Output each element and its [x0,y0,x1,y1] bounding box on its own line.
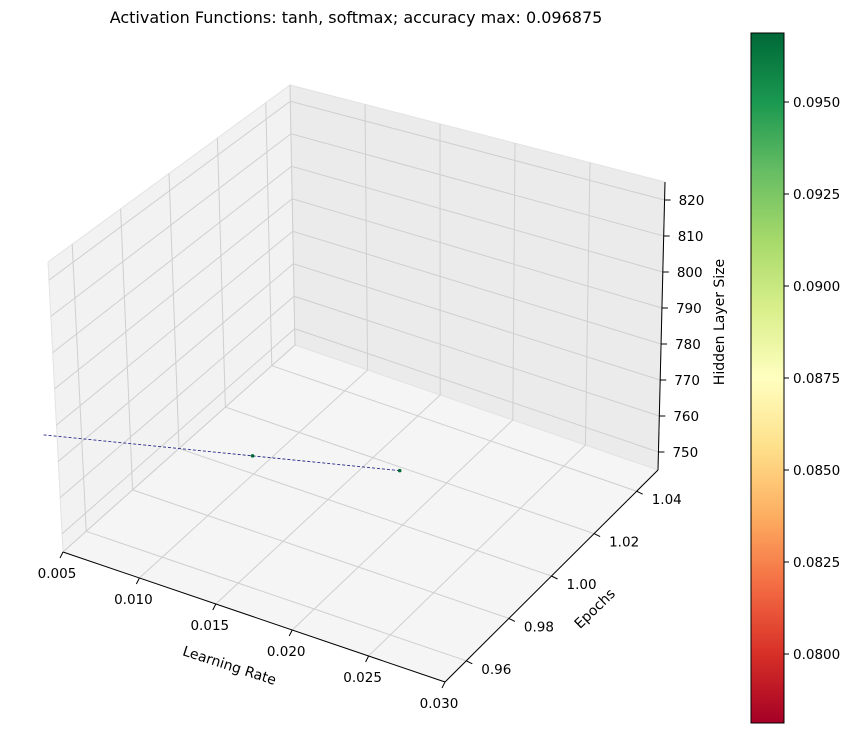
z-tick-label: 790 [676,301,702,317]
z-grid-line [52,165,663,354]
y-tick-mark [636,490,643,495]
z-tick-label: 820 [679,193,705,209]
x-grid-line [62,84,296,553]
data-point [397,468,402,473]
x-tick-mark [288,629,293,637]
colorbar [750,32,785,724]
z-grid-line [48,100,665,281]
y-grid-line [120,208,510,619]
x-tick-label: 0.030 [420,696,459,712]
x-tick-label: 0.005 [38,566,77,582]
y-tick-mark [593,533,601,538]
colorbar-tick-label: 0.0875 [793,371,840,387]
y-tick-label: 1.02 [609,535,639,551]
x-axis-label: Learning Rate [180,644,278,689]
z-axis-label: Hidden Layer Size [712,259,728,385]
x-tick-mark [59,551,64,559]
colorbar-tick-label: 0.0900 [793,279,840,295]
x-tick-mark [441,681,446,689]
z-grid-line [57,263,661,462]
y-tick-mark [508,617,516,622]
x-grid-line [291,143,516,631]
y-tick-mark [551,575,558,580]
z-tick-label: 810 [678,229,704,245]
colorbar-ticks: 0.0800 0.0825 0.0850 0.0875 0.0900 0.0925 0.09… [784,95,840,663]
colorbar-tick-label: 0.0800 [793,647,840,663]
z-tick-label: 800 [677,265,703,281]
z-tick-label: 780 [675,337,701,353]
x-tick-mark [212,603,217,611]
y-grid-line [216,138,595,535]
plot-area [43,434,402,473]
z-tick-label: 770 [674,373,700,389]
x-grid-line [368,162,591,657]
z-grid-line [50,133,664,317]
colorbar-tick-label: 0.0825 [793,555,840,571]
chart-title: Activation Functions: tanh, softmax; acc… [110,8,603,27]
y-tick-label: 0.98 [524,619,554,635]
colorbar-tick-label: 0.0925 [793,187,840,203]
z-grid-line [54,198,663,390]
x-tick-label: 0.020 [267,644,306,660]
y-grid-line [265,102,637,492]
z-grid-line [61,328,659,535]
z-tick-label: 760 [673,409,699,425]
y-tick-label: 1.00 [567,577,597,593]
colorbar-tick-label: 0.0850 [793,463,840,479]
y-tick-label: 1.04 [652,492,682,508]
z-grid-line [59,295,660,499]
data-point [250,454,255,458]
y-tick-label: 0.96 [481,662,511,678]
x-tick-label: 0.025 [343,670,382,686]
x-grid-line [215,123,441,605]
x-tick-mark [365,655,370,663]
x-tick-label: 0.010 [114,592,153,608]
x-tick-mark [135,577,140,585]
colorbar-tick-label: 0.0950 [793,95,840,111]
y-grid-line [71,244,467,662]
x-tick-label: 0.015 [190,618,229,634]
z-grid-line [56,230,662,426]
z-tick-label: 750 [672,445,698,461]
y-tick-mark [466,660,473,665]
x-grid-line [139,104,369,579]
tick-layer: 0.005 0.010 0.015 0.020 0.025 0.030 0.96 0.98 1.… [38,193,705,712]
